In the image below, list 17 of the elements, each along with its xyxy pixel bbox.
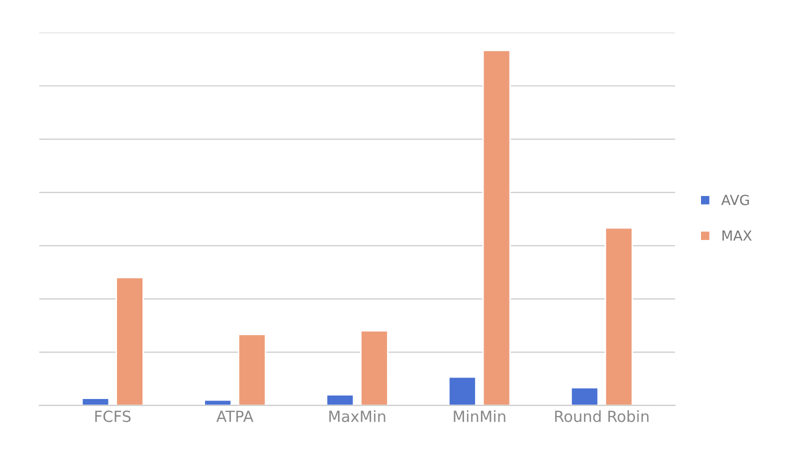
bar [204, 399, 232, 406]
x-tick-label: MaxMin [329, 410, 386, 422]
x-tick-label: Round Robin [555, 410, 648, 422]
x-tick-label: FCFS [95, 410, 131, 422]
bar [81, 398, 110, 406]
legend-label: MAX [722, 230, 752, 241]
x-tick-label: MinMin [454, 410, 506, 422]
bar [116, 276, 144, 406]
bar [570, 386, 599, 406]
x-tick-label: ATPA [216, 410, 254, 422]
bar [604, 227, 633, 406]
bar [326, 394, 354, 406]
bar [448, 376, 476, 406]
bar [238, 334, 266, 406]
bar [360, 330, 388, 406]
bar [482, 50, 511, 406]
legend-label: AVG [721, 194, 749, 206]
